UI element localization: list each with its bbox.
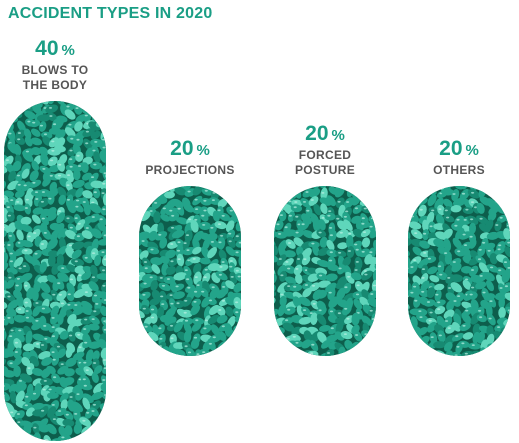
bar-1 <box>4 101 106 441</box>
bar-2 <box>139 186 241 356</box>
category-label: PROJECTIONS <box>145 163 234 177</box>
pebble-texture <box>4 101 106 441</box>
value-label: 20% <box>439 137 479 160</box>
value-label: 40% <box>35 37 75 60</box>
category-label: FORCED <box>299 148 351 162</box>
value-label: 20% <box>170 137 210 160</box>
chart-title: ACCIDENT TYPES IN 2020 <box>8 5 213 22</box>
category-label: POSTURE <box>295 163 355 177</box>
bar-4 <box>408 186 510 356</box>
bar-3 <box>274 186 376 356</box>
category-label: OTHERS <box>433 163 485 177</box>
category-label: BLOWS TO <box>22 63 89 77</box>
category-label: THE BODY <box>23 78 87 92</box>
value-label: 20% <box>305 122 345 145</box>
